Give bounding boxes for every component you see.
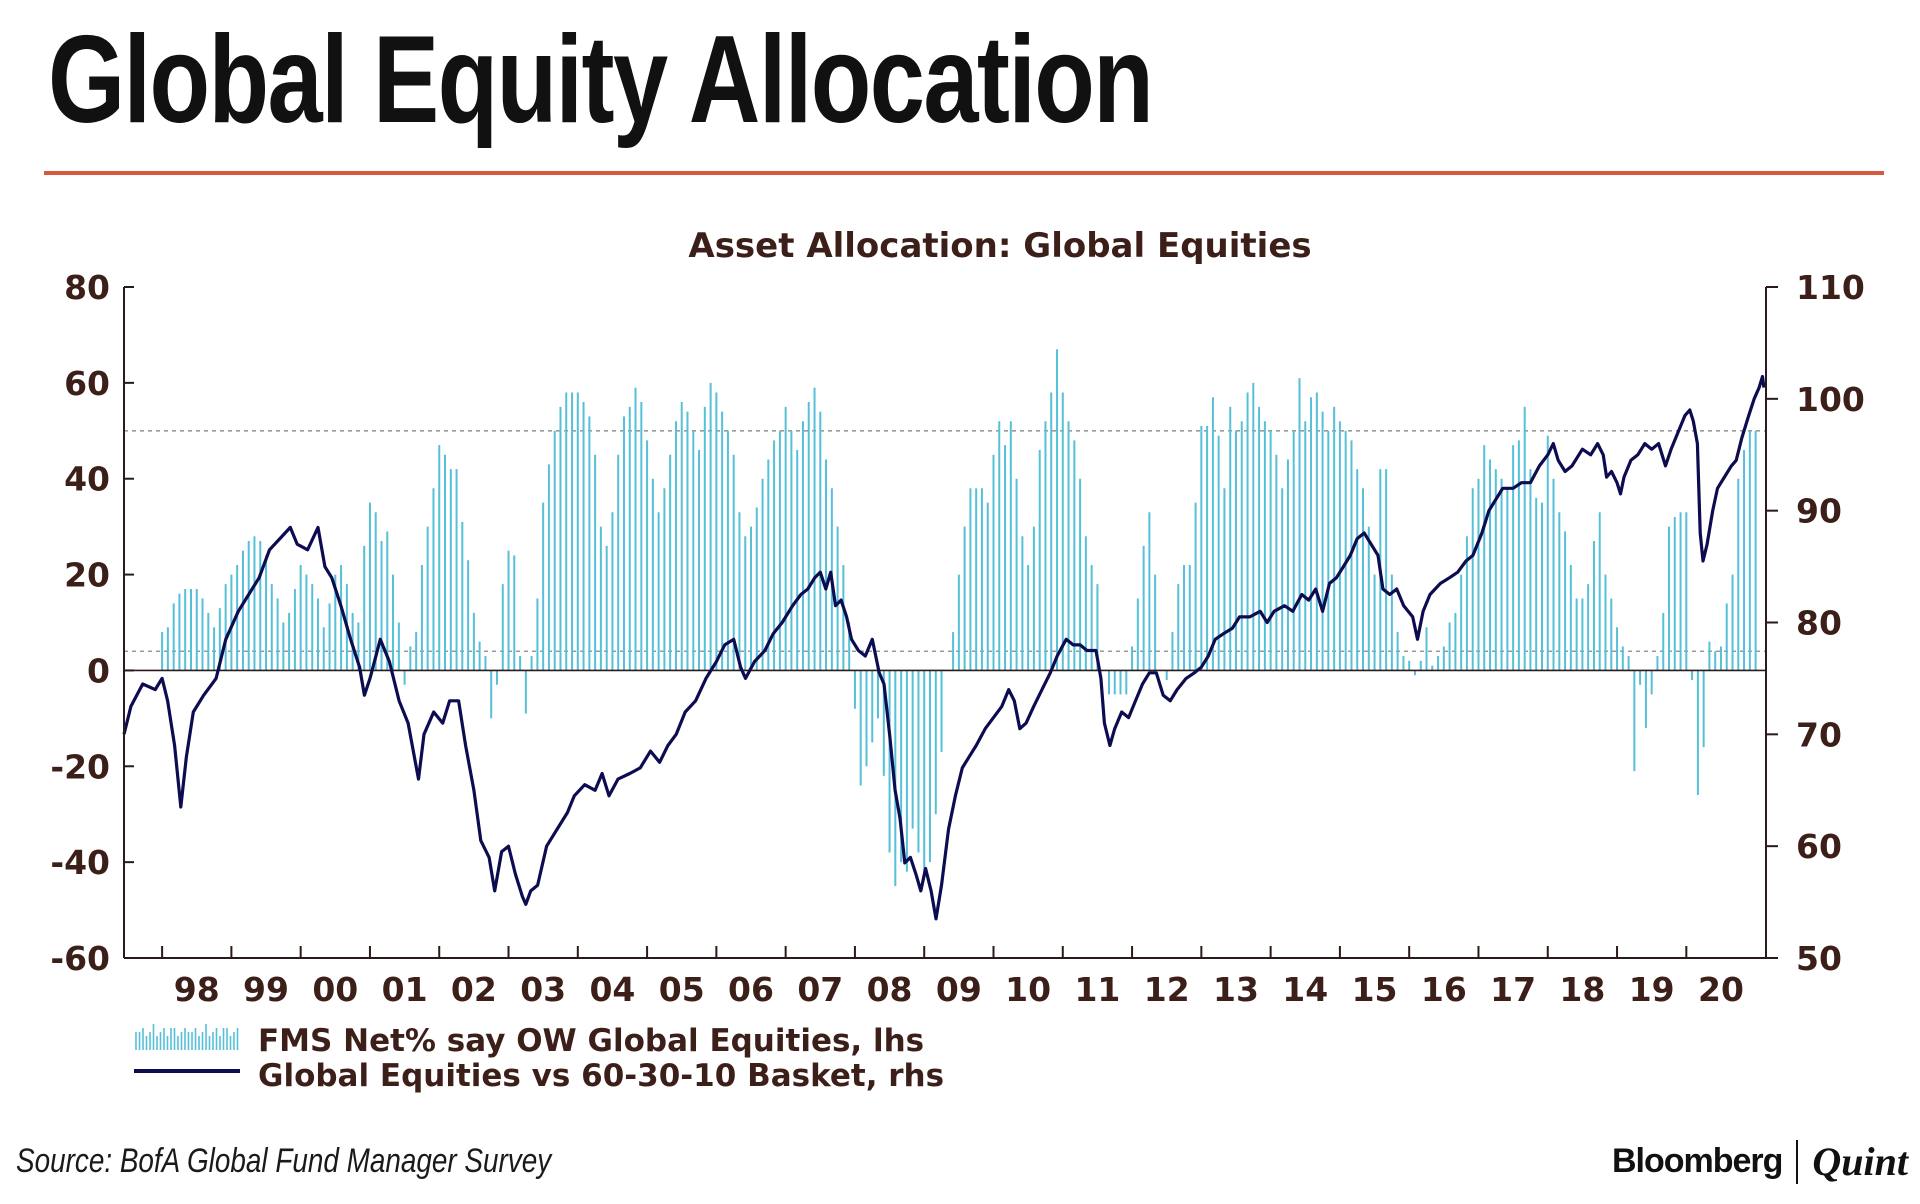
x-tick-label: 14: [1282, 970, 1328, 1009]
legend: FMS Net% say OW Global Equities, lhs Glo…: [134, 1023, 944, 1094]
x-tick-label: 07: [797, 970, 843, 1009]
chart-title: Asset Allocation: Global Equities: [688, 226, 1311, 266]
x-tick-label: 99: [243, 970, 289, 1009]
legend-label-bars: FMS Net% say OW Global Equities, lhs: [258, 1023, 924, 1059]
x-tick-label: 13: [1213, 970, 1259, 1009]
right-tick-label: 50: [1796, 939, 1842, 978]
x-tick-label: 03: [520, 970, 566, 1009]
line-series: [122, 374, 1766, 921]
left-tick-label: 80: [64, 268, 110, 307]
x-tick-label: 10: [1005, 970, 1051, 1009]
x-tick-label: 20: [1698, 970, 1744, 1009]
x-tick-label: 12: [1144, 970, 1190, 1009]
left-tick-label: 60: [64, 364, 110, 403]
right-tick-label: 80: [1796, 604, 1842, 643]
left-tick-label: -20: [50, 747, 110, 786]
x-tick-label: 06: [728, 970, 774, 1009]
x-tick-label: 15: [1352, 970, 1398, 1009]
x-tick-label: 08: [867, 970, 913, 1009]
x-tick-label: 19: [1629, 970, 1675, 1009]
left-tick-label: 40: [64, 460, 110, 499]
legend-bar-swatch: [135, 1024, 239, 1050]
x-tick-label: 05: [659, 970, 705, 1009]
legend-label-line: Global Equities vs 60-30-10 Basket, rhs: [258, 1058, 944, 1094]
x-tick-label: 98: [174, 970, 220, 1009]
left-tick-label: -40: [50, 843, 110, 882]
right-axis-ticks: 110 100 90 80 70 60 50: [1766, 268, 1865, 978]
logo-quint-text: Quint: [1812, 1139, 1908, 1184]
x-tick-label: 18: [1559, 970, 1605, 1009]
left-tick-label: -60: [50, 939, 110, 978]
x-axis-ticks: 98 99 00 01 02 03 04 05 06 07 08 09 10 11 12 13 14 15 16 17…: [161, 946, 1744, 1009]
left-axis-ticks: 80 60 40 20 0 -20 -40 -60: [50, 268, 134, 978]
left-tick-label: 0: [87, 651, 110, 690]
logo-bloomberg-text: Bloomberg: [1611, 1142, 1783, 1180]
bloomberg-quint-logo: Bloomberg Quint: [1612, 1138, 1908, 1185]
right-tick-label: 60: [1796, 827, 1842, 866]
bar-series: [161, 349, 1757, 887]
source-note: Source: BofA Global Fund Manager Survey: [16, 1142, 552, 1180]
reference-lines: [124, 429, 1766, 653]
x-tick-label: 16: [1421, 970, 1467, 1009]
x-tick-label: 17: [1490, 970, 1536, 1009]
x-tick-label: 09: [936, 970, 982, 1009]
x-tick-label: 02: [451, 970, 497, 1009]
x-tick-label: 00: [312, 970, 358, 1009]
x-tick-label: 01: [382, 970, 428, 1009]
x-tick-label: 11: [1074, 970, 1120, 1009]
right-tick-label: 90: [1796, 492, 1842, 531]
title-rule: [44, 171, 1884, 175]
left-tick-label: 20: [64, 556, 110, 595]
page-title: Global Equity Allocation: [48, 11, 1154, 149]
line-series-group: [122, 374, 1766, 921]
right-tick-label: 100: [1796, 380, 1865, 419]
right-tick-label: 110: [1796, 268, 1865, 307]
right-tick-label: 70: [1796, 715, 1842, 754]
x-tick-label: 04: [589, 970, 635, 1009]
logo-divider: [1796, 1139, 1799, 1184]
